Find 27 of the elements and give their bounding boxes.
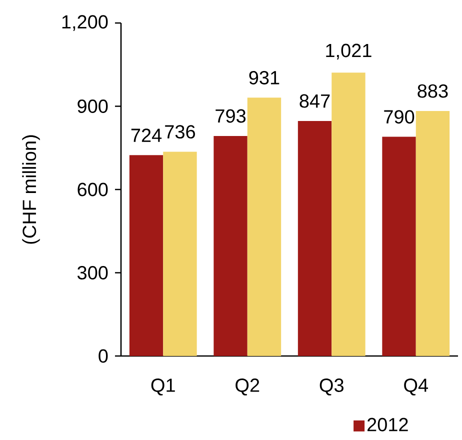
data-label: 724 [131, 128, 162, 142]
bar [298, 120, 332, 356]
bar [163, 152, 197, 356]
data-label: 847 [300, 94, 330, 108]
x-tick-label: Q4 [404, 378, 428, 396]
y-tick-label: 0 [98, 349, 108, 363]
data-label: 736 [165, 125, 195, 139]
x-tick-label: Q2 [236, 378, 260, 396]
data-label: 793 [216, 109, 246, 123]
y-tick-label: 1,200 [62, 15, 108, 31]
y-tick-label: 900 [78, 100, 108, 113]
bar [129, 155, 164, 356]
data-label: 883 [418, 84, 448, 98]
data-label: 1,021 [326, 44, 372, 60]
x-tick-label: Q3 [320, 378, 344, 396]
legend-label: 2012 [367, 418, 408, 432]
bar [214, 136, 248, 356]
bar [247, 98, 282, 356]
y-axis-title: (CHF million) [22, 135, 40, 244]
data-label: 931 [249, 70, 280, 84]
bar [382, 136, 416, 356]
x-tick-label: Q1 [151, 378, 175, 396]
bar [416, 110, 450, 356]
y-tick-label: 600 [78, 182, 108, 196]
bar [332, 72, 366, 356]
y-tick-label: 300 [77, 266, 108, 280]
data-label: 790 [384, 110, 414, 124]
